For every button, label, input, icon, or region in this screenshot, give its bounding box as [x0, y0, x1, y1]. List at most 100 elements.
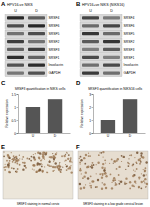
stain-dot — [50, 165, 52, 167]
stain-dot — [24, 166, 25, 167]
stain-dot — [146, 183, 148, 185]
blot-band — [28, 48, 45, 51]
stain-dot — [5, 166, 7, 168]
stain-dot — [31, 156, 33, 158]
stain-dot — [89, 183, 90, 184]
stain-dot — [52, 153, 53, 154]
lane-label: U — [14, 9, 17, 13]
stain-dot — [48, 161, 50, 163]
blot-band — [82, 48, 99, 51]
stain-dot — [36, 171, 38, 173]
figure: ABCDEFHPV16-ve NIKSUDSRSF4SRSF6SRSF5SRSF… — [0, 0, 150, 207]
stain-dot — [71, 162, 72, 163]
stain-dot — [59, 166, 60, 167]
stain-dot — [58, 168, 60, 170]
tick-mark — [17, 120, 19, 121]
blot-band — [7, 40, 24, 43]
blot-band — [28, 40, 45, 43]
stain-dot — [96, 164, 97, 165]
stain-dot — [125, 177, 127, 179]
stain-dot — [103, 169, 105, 171]
stain-dot — [19, 164, 21, 166]
stain-dot — [47, 172, 48, 173]
stain-dot — [3, 151, 4, 152]
stain-dot — [13, 168, 15, 170]
stain-dot — [38, 170, 39, 171]
stain-dot — [17, 168, 19, 170]
blot-band — [7, 56, 24, 59]
stain-dot — [59, 167, 60, 168]
stain-dot — [133, 169, 134, 170]
stain-dot — [113, 177, 115, 179]
stain-dot — [146, 174, 147, 175]
stain-dot — [41, 165, 43, 167]
stain-dot — [5, 164, 6, 165]
stain-dot — [19, 158, 20, 159]
stain-dot — [70, 157, 72, 159]
protein-label: SRSF3 — [49, 48, 60, 52]
stain-dot — [123, 156, 124, 157]
blot-strip — [5, 70, 47, 77]
stain-dot — [101, 167, 103, 169]
bar — [101, 120, 115, 133]
stain-dot — [88, 153, 89, 154]
stain-dot — [61, 155, 63, 157]
panel-letter: A — [1, 1, 6, 7]
stain-dot — [121, 161, 122, 162]
stain-dot — [44, 152, 45, 153]
stain-dot — [55, 153, 57, 155]
blot-band — [103, 24, 120, 27]
stain-dot — [102, 182, 103, 183]
stain-dot — [19, 155, 20, 156]
protein-label: GAPDH — [124, 71, 137, 75]
stain-dot — [22, 168, 24, 170]
tick: U — [32, 134, 35, 138]
stain-dot — [141, 173, 142, 174]
stain-dot — [22, 162, 24, 164]
stain-dot — [114, 160, 116, 162]
stain-dot — [32, 164, 34, 166]
axis-line — [92, 95, 94, 134]
stain-dot — [79, 162, 81, 164]
stain-dot — [3, 155, 5, 157]
stain-dot — [24, 165, 26, 167]
blot-title: HPV16+ve NIKS (NIKS16) — [82, 3, 124, 7]
blot-band — [103, 56, 120, 59]
blot-band — [82, 24, 99, 27]
tick: D — [54, 134, 57, 138]
protein-label: SRSF4 — [49, 16, 60, 20]
stain-dot — [80, 159, 82, 161]
stain-dot — [16, 163, 18, 165]
stain-dot — [143, 180, 145, 182]
blot-strip — [5, 30, 47, 37]
stain-dot — [54, 166, 56, 168]
blot-strip — [80, 62, 122, 69]
stain-dot — [102, 174, 104, 176]
stain-dot — [103, 183, 105, 185]
stain-dot — [35, 153, 36, 154]
blot-band — [103, 64, 120, 67]
stain-dot — [80, 156, 82, 158]
stain-dot — [132, 175, 134, 177]
stain-dot — [66, 166, 68, 168]
stain-dot — [91, 165, 92, 166]
stain-dot — [141, 181, 143, 183]
stain-dot — [144, 182, 145, 183]
blot-band — [28, 64, 45, 67]
stain-dot — [98, 154, 100, 156]
stain-dot — [58, 169, 60, 171]
stain-dot — [15, 171, 16, 172]
tick-label: U — [107, 134, 110, 138]
stain-dot — [30, 160, 32, 162]
stain-dot — [96, 186, 98, 188]
stain-dot — [33, 154, 34, 155]
stain-dot — [15, 171, 17, 173]
stain-dot — [38, 156, 40, 158]
stain-dot — [102, 151, 104, 153]
image-background — [78, 151, 148, 199]
stain-dot — [111, 158, 113, 160]
stain-dot — [126, 183, 127, 184]
stain-dot — [69, 166, 71, 168]
stain-dot — [129, 163, 130, 164]
blot-band — [103, 16, 120, 19]
